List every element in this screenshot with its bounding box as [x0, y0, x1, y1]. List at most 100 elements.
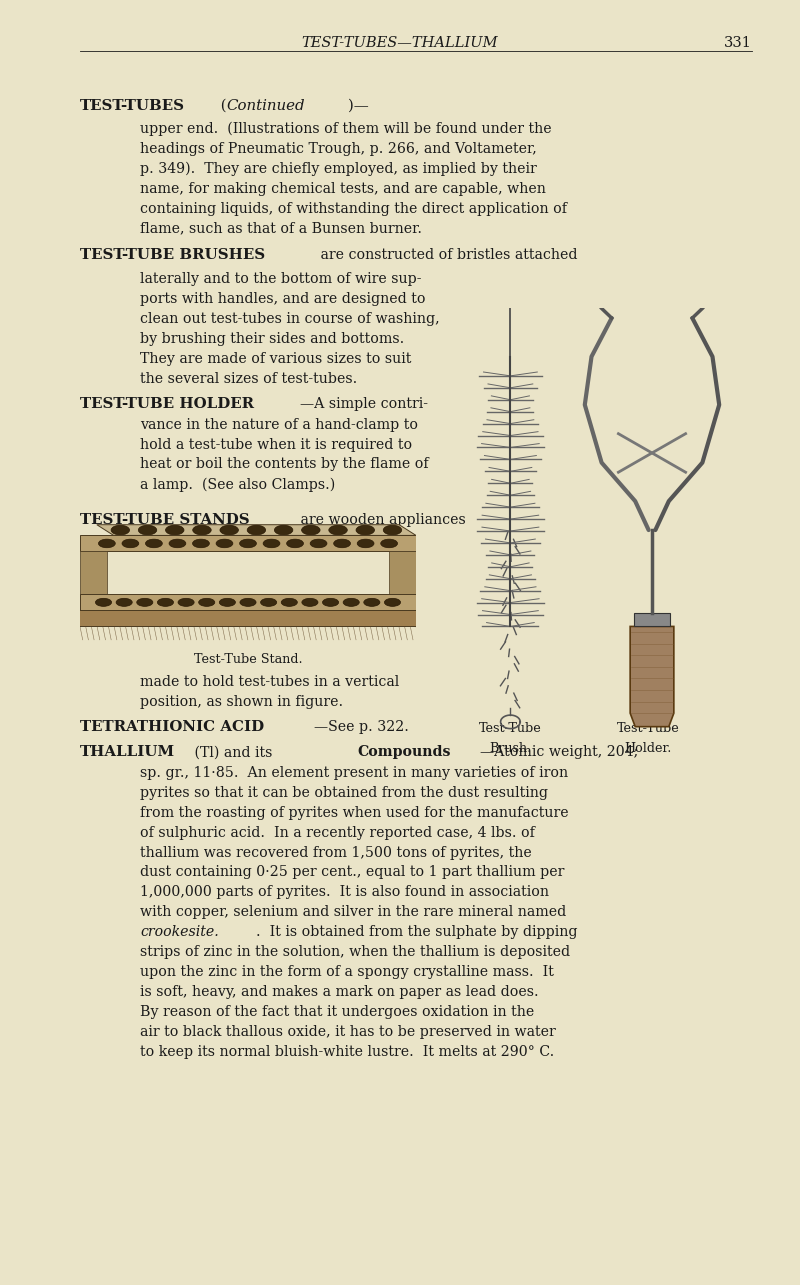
- Ellipse shape: [302, 526, 320, 535]
- Text: laterally and to the bottom of wire sup-: laterally and to the bottom of wire sup-: [140, 272, 422, 287]
- Text: TEST-TUBES—THALLIUM: TEST-TUBES—THALLIUM: [302, 36, 498, 50]
- Ellipse shape: [322, 599, 338, 607]
- Text: upon the zinc in the form of a spongy crystalline mass.  It: upon the zinc in the form of a spongy cr…: [140, 965, 554, 979]
- Text: —A simple contri-: —A simple contri-: [300, 397, 428, 411]
- Ellipse shape: [111, 526, 130, 535]
- Text: made to hold test-tubes in a vertical: made to hold test-tubes in a vertical: [140, 675, 399, 689]
- Text: p. 349).  They are chiefly employed, as implied by their: p. 349). They are chiefly employed, as i…: [140, 162, 537, 176]
- Ellipse shape: [261, 599, 277, 607]
- Text: Holder.: Holder.: [624, 741, 672, 756]
- Text: a lamp.  (See also Clamps.): a lamp. (See also Clamps.): [140, 477, 335, 492]
- Ellipse shape: [302, 599, 318, 607]
- Text: (Tl) and its: (Tl) and its: [190, 745, 278, 759]
- Polygon shape: [74, 610, 422, 626]
- Text: By reason of the fact that it undergoes oxidation in the: By reason of the fact that it undergoes …: [140, 1005, 534, 1019]
- Ellipse shape: [383, 526, 402, 535]
- Ellipse shape: [329, 526, 347, 535]
- Text: TEST-TUBES: TEST-TUBES: [80, 99, 185, 113]
- Ellipse shape: [169, 540, 186, 547]
- Text: air to black thallous oxide, it has to be preserved in water: air to black thallous oxide, it has to b…: [140, 1025, 556, 1038]
- Text: ports with handles, and are designed to: ports with handles, and are designed to: [140, 292, 426, 306]
- Ellipse shape: [357, 540, 374, 547]
- Ellipse shape: [116, 599, 132, 607]
- Ellipse shape: [274, 526, 293, 535]
- Ellipse shape: [334, 540, 350, 547]
- Ellipse shape: [220, 526, 238, 535]
- Text: by brushing their sides and bottoms.: by brushing their sides and bottoms.: [140, 332, 404, 346]
- Ellipse shape: [158, 599, 174, 607]
- Text: Continued: Continued: [226, 99, 305, 113]
- Text: dust containing 0·25 per cent., equal to 1 part thallium per: dust containing 0·25 per cent., equal to…: [140, 866, 564, 879]
- Ellipse shape: [193, 526, 211, 535]
- Text: Test-Tube: Test-Tube: [617, 722, 679, 735]
- Text: hold a test-tube when it is required to: hold a test-tube when it is required to: [140, 437, 412, 451]
- Polygon shape: [634, 613, 670, 626]
- Text: to keep its normal bluish-white lustre.  It melts at 290° C.: to keep its normal bluish-white lustre. …: [140, 1045, 554, 1059]
- Text: THALLIUM: THALLIUM: [80, 745, 175, 759]
- Ellipse shape: [198, 599, 214, 607]
- Polygon shape: [80, 536, 416, 551]
- Text: (: (: [216, 99, 226, 113]
- Text: Test-Tube: Test-Tube: [479, 722, 542, 735]
- Polygon shape: [80, 594, 416, 610]
- Text: flame, such as that of a Bunsen burner.: flame, such as that of a Bunsen burner.: [140, 221, 422, 235]
- Text: upper end.  (Illustrations of them will be found under the: upper end. (Illustrations of them will b…: [140, 122, 552, 136]
- Ellipse shape: [122, 540, 139, 547]
- Text: crookesite.: crookesite.: [140, 925, 218, 939]
- Ellipse shape: [364, 599, 380, 607]
- Text: strips of zinc in the solution, when the thallium is deposited: strips of zinc in the solution, when the…: [140, 946, 570, 959]
- Polygon shape: [97, 524, 416, 536]
- Text: TEST-TUBE HOLDER: TEST-TUBE HOLDER: [80, 397, 254, 411]
- Ellipse shape: [356, 526, 374, 535]
- Text: are constructed of bristles attached: are constructed of bristles attached: [316, 248, 578, 262]
- Ellipse shape: [310, 540, 327, 547]
- Ellipse shape: [146, 540, 162, 547]
- Text: —See p. 322.: —See p. 322.: [314, 720, 410, 734]
- Text: headings of Pneumatic Trough, p. 266, and Voltameter,: headings of Pneumatic Trough, p. 266, an…: [140, 141, 537, 155]
- Text: are wooden appliances: are wooden appliances: [296, 513, 466, 527]
- Text: with copper, selenium and silver in the rare mineral named: with copper, selenium and silver in the …: [140, 906, 566, 919]
- Ellipse shape: [193, 540, 210, 547]
- Ellipse shape: [240, 540, 256, 547]
- Ellipse shape: [286, 540, 303, 547]
- Ellipse shape: [240, 599, 256, 607]
- Text: of sulphuric acid.  In a recently reported case, 4 lbs. of: of sulphuric acid. In a recently reporte…: [140, 825, 535, 839]
- Ellipse shape: [282, 599, 298, 607]
- Text: Compounds: Compounds: [358, 745, 451, 759]
- Text: —Atomic weight, 204;: —Atomic weight, 204;: [480, 745, 638, 759]
- Ellipse shape: [263, 540, 280, 547]
- Text: 1,000,000 parts of pyrites.  It is also found in association: 1,000,000 parts of pyrites. It is also f…: [140, 885, 549, 899]
- Ellipse shape: [216, 540, 233, 547]
- Text: TEST-TUBE STANDS: TEST-TUBE STANDS: [80, 513, 250, 527]
- Text: heat or boil the contents by the flame of: heat or boil the contents by the flame o…: [140, 457, 429, 472]
- Text: from the roasting of pyrites when used for the manufacture: from the roasting of pyrites when used f…: [140, 806, 569, 820]
- Text: position, as shown in figure.: position, as shown in figure.: [140, 694, 343, 708]
- Polygon shape: [389, 551, 416, 594]
- Text: TETRATHIONIC ACID: TETRATHIONIC ACID: [80, 720, 264, 734]
- Text: pyrites so that it can be obtained from the dust resulting: pyrites so that it can be obtained from …: [140, 785, 548, 799]
- Text: containing liquids, of withstanding the direct application of: containing liquids, of withstanding the …: [140, 202, 567, 216]
- Ellipse shape: [95, 599, 111, 607]
- Text: 331: 331: [724, 36, 752, 50]
- Text: .  It is obtained from the sulphate by dipping: . It is obtained from the sulphate by di…: [256, 925, 578, 939]
- Ellipse shape: [247, 526, 266, 535]
- Text: Test-Tube Stand.: Test-Tube Stand.: [194, 653, 302, 666]
- Text: TEST-TUBE BRUSHES: TEST-TUBE BRUSHES: [80, 248, 265, 262]
- Ellipse shape: [219, 599, 235, 607]
- Text: sp. gr., 11·85.  An element present in many varieties of iron: sp. gr., 11·85. An element present in ma…: [140, 766, 568, 780]
- Text: name, for making chemical tests, and are capable, when: name, for making chemical tests, and are…: [140, 181, 546, 195]
- Ellipse shape: [381, 540, 398, 547]
- Ellipse shape: [138, 526, 157, 535]
- Text: vance in the nature of a hand-clamp to: vance in the nature of a hand-clamp to: [140, 418, 418, 432]
- Ellipse shape: [385, 599, 401, 607]
- Ellipse shape: [343, 599, 359, 607]
- Ellipse shape: [98, 540, 115, 547]
- Text: clean out test-tubes in course of washing,: clean out test-tubes in course of washin…: [140, 312, 440, 326]
- Text: is soft, heavy, and makes a mark on paper as lead does.: is soft, heavy, and makes a mark on pape…: [140, 986, 538, 998]
- Text: thallium was recovered from 1,500 tons of pyrites, the: thallium was recovered from 1,500 tons o…: [140, 846, 532, 860]
- Ellipse shape: [166, 526, 184, 535]
- Ellipse shape: [178, 599, 194, 607]
- Text: the several sizes of test-tubes.: the several sizes of test-tubes.: [140, 371, 358, 385]
- Text: Brush.: Brush.: [490, 741, 531, 756]
- Ellipse shape: [137, 599, 153, 607]
